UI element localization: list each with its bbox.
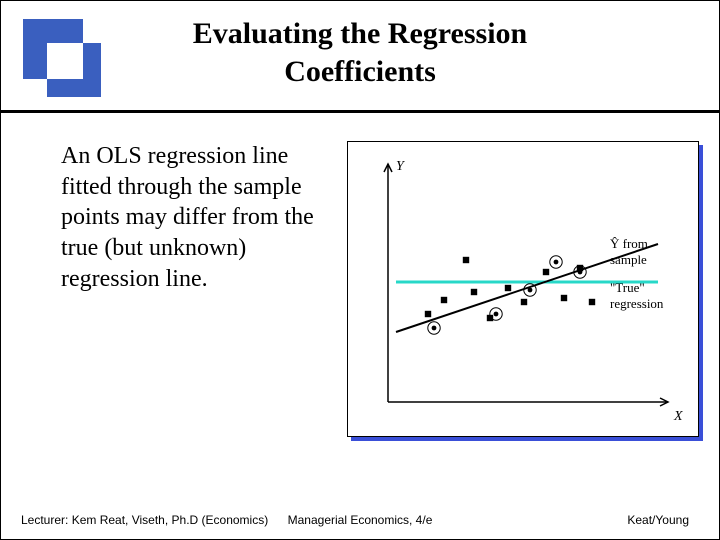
svg-text:X: X	[673, 409, 683, 424]
chart-svg: Y X Ŷ fromsample "True"regression	[348, 142, 700, 438]
footer-left: Lecturer: Kem Reat, Viseth, Ph.D (Econom…	[21, 513, 268, 527]
slide-header: Evaluating the Regression Coefficients	[1, 1, 719, 113]
title-line-2: Coefficients	[284, 55, 436, 88]
logo-icon	[23, 19, 101, 102]
slide-footer: Lecturer: Kem Reat, Viseth, Ph.D (Econom…	[1, 501, 719, 539]
slide-title: Evaluating the Regression Coefficients	[1, 1, 719, 90]
body-paragraph: An OLS regression line fitted through th…	[61, 141, 321, 295]
svg-text:Ŷ from: Ŷ from	[610, 236, 648, 251]
slide: Evaluating the Regression Coefficients A…	[0, 0, 720, 540]
svg-text:regression: regression	[610, 296, 664, 311]
footer-right: Keat/Young	[627, 513, 689, 527]
svg-text:Y: Y	[396, 159, 406, 174]
svg-text:"True": "True"	[610, 280, 645, 295]
regression-chart: Y X Ŷ fromsample "True"regression	[347, 141, 703, 441]
svg-text:sample: sample	[610, 252, 647, 267]
title-line-1: Evaluating the Regression	[193, 17, 527, 50]
chart-box: Y X Ŷ fromsample "True"regression	[347, 141, 699, 437]
